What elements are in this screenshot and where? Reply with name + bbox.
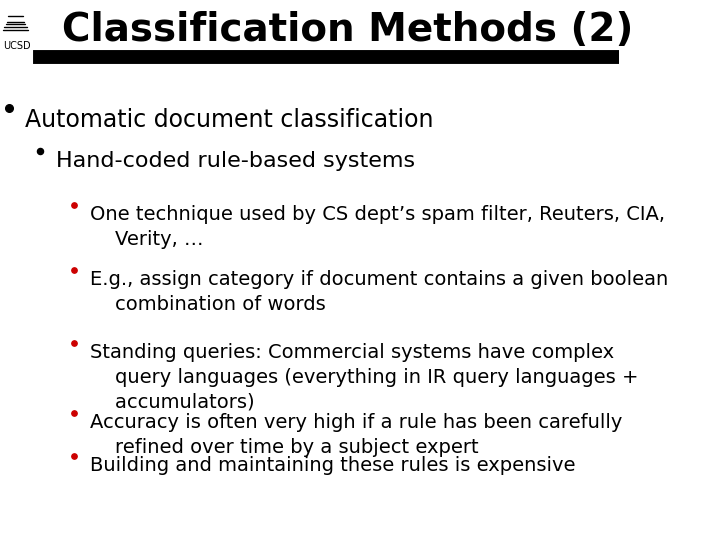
- Text: UCSD: UCSD: [3, 41, 31, 51]
- Text: Accuracy is often very high if a rule has been carefully
    refined over time b: Accuracy is often very high if a rule ha…: [90, 413, 622, 457]
- Text: E.g., assign category if document contains a given boolean
    combination of wo: E.g., assign category if document contai…: [90, 270, 668, 314]
- Text: Classification Methods (2): Classification Methods (2): [62, 11, 634, 49]
- Text: Building and maintaining these rules is expensive: Building and maintaining these rules is …: [90, 456, 575, 475]
- Text: Hand-coded rule-based systems: Hand-coded rule-based systems: [55, 151, 415, 171]
- Text: Standing queries: Commercial systems have complex
    query languages (everythin: Standing queries: Commercial systems hav…: [90, 343, 638, 412]
- Text: Automatic document classification: Automatic document classification: [24, 108, 433, 132]
- Text: One technique used by CS dept’s spam filter, Reuters, CIA,
    Verity, …: One technique used by CS dept’s spam fil…: [90, 205, 665, 249]
